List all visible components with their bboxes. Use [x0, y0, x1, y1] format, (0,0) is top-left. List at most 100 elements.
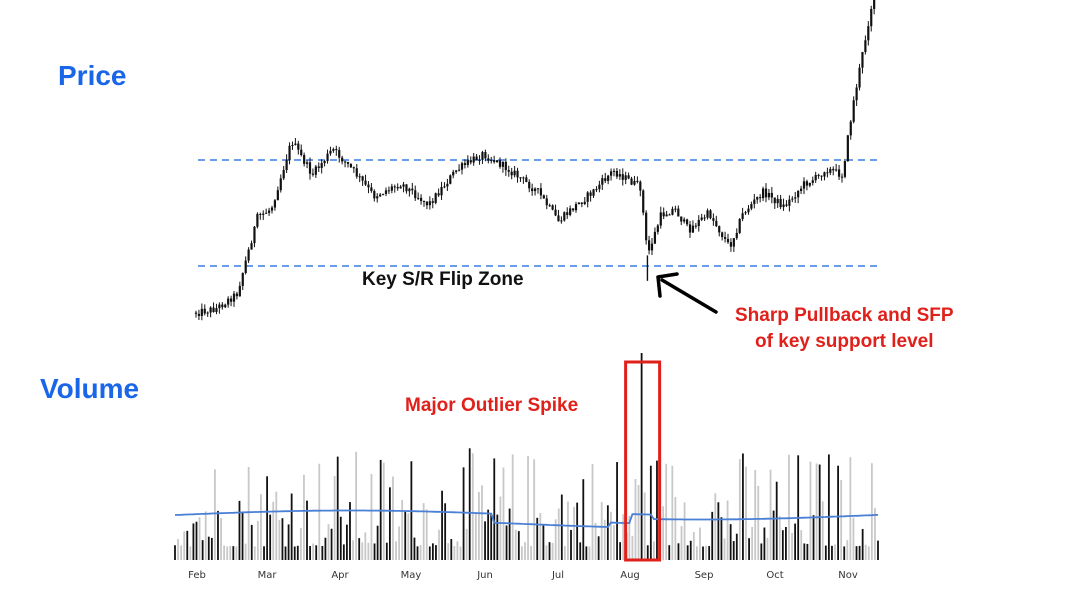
volume-bar — [186, 530, 189, 560]
volume-bar — [514, 529, 517, 560]
price-candle — [767, 188, 771, 201]
price-candle — [633, 175, 636, 186]
price-candle — [867, 21, 870, 46]
price-candle — [335, 145, 338, 156]
price-candle — [212, 302, 215, 313]
volume-bar — [711, 511, 714, 560]
price-candle — [835, 163, 838, 172]
volume-bar — [367, 542, 370, 560]
price-candle — [241, 272, 244, 291]
volume-bar — [720, 517, 723, 560]
price-candle — [779, 194, 782, 210]
price-candle — [598, 180, 601, 193]
price-candle — [732, 238, 735, 253]
price-candle — [709, 209, 712, 220]
price-candle — [279, 174, 282, 193]
price-candle — [700, 213, 703, 222]
month-tick-label: May — [401, 570, 422, 581]
volume-bar — [256, 520, 259, 560]
price-candle — [747, 205, 750, 215]
price-candle — [276, 186, 279, 201]
volume-bar — [726, 500, 729, 560]
volume-bar — [358, 538, 361, 560]
price-candle — [227, 296, 230, 308]
price-candle — [244, 256, 247, 275]
volume-bar — [735, 533, 738, 560]
price-candle — [381, 193, 385, 196]
volume-bar — [671, 465, 674, 560]
price-candle — [753, 193, 756, 209]
price-candle — [297, 140, 300, 155]
volume-bar — [554, 519, 557, 560]
volume-bar — [563, 546, 566, 560]
volume-bar — [226, 546, 229, 560]
price-candle — [343, 160, 347, 168]
price-candle — [493, 155, 496, 164]
volume-bar — [373, 543, 376, 560]
price-candle — [455, 170, 458, 174]
price-candle — [329, 146, 332, 156]
price-candle — [346, 161, 350, 168]
volume-bar — [594, 522, 597, 560]
price-candle — [645, 210, 648, 245]
price-candle — [229, 295, 233, 307]
volume-bar — [428, 546, 431, 560]
price-candle — [238, 281, 241, 297]
price-candle — [668, 213, 671, 216]
price-candle — [481, 150, 484, 164]
price-candle — [419, 194, 423, 205]
volume-bar — [582, 479, 585, 560]
price-candle — [291, 141, 294, 150]
price-candle — [221, 302, 224, 310]
volume-bar — [800, 530, 803, 560]
price-candle — [870, 5, 873, 32]
price-candle — [852, 96, 855, 124]
sfp-annotation: Sharp Pullback and SFP of key support le… — [735, 303, 954, 355]
volume-bar — [745, 466, 747, 560]
volume-bar — [422, 503, 425, 560]
volume-bar — [545, 545, 548, 560]
volume-bar — [481, 485, 483, 560]
volume-bar — [272, 501, 275, 560]
month-tick-label: Apr — [331, 570, 349, 581]
price-candle — [861, 51, 864, 74]
price-candle — [826, 167, 829, 178]
price-candle — [797, 190, 800, 204]
price-candle — [761, 186, 765, 202]
price-candle — [323, 160, 326, 167]
price-candle — [396, 183, 399, 191]
price-candle — [507, 165, 510, 177]
price-candle — [460, 161, 464, 175]
volume-bar — [818, 464, 821, 560]
price-candle — [873, 0, 876, 15]
price-candle — [352, 166, 355, 173]
volume-bar — [462, 467, 465, 560]
price-candle — [367, 181, 370, 194]
price-candle — [843, 158, 847, 179]
volume-bar — [235, 546, 238, 560]
price-candle — [504, 158, 507, 176]
volume-bar — [757, 485, 760, 560]
price-candle — [586, 191, 589, 208]
price-candle — [525, 174, 528, 183]
price-candle — [858, 63, 861, 91]
volume-bar — [459, 546, 462, 560]
volume-bar — [533, 459, 536, 560]
price-candle — [849, 119, 852, 140]
volume-bar — [336, 456, 339, 560]
price-candle — [533, 187, 537, 196]
volume-bar — [714, 493, 717, 560]
price-candle — [399, 185, 402, 189]
price-candle — [569, 205, 572, 217]
volume-bar — [536, 517, 539, 560]
volume-panel-title: Volume — [40, 373, 140, 404]
volume-bar — [723, 538, 726, 560]
price-candle — [305, 160, 309, 169]
price-candle — [338, 146, 341, 163]
volume-bar — [398, 526, 401, 560]
volume-bar — [867, 546, 870, 560]
volume-bar — [662, 506, 665, 560]
volume-bar — [401, 499, 404, 560]
price-candle — [384, 187, 388, 197]
price-candle — [706, 208, 709, 220]
